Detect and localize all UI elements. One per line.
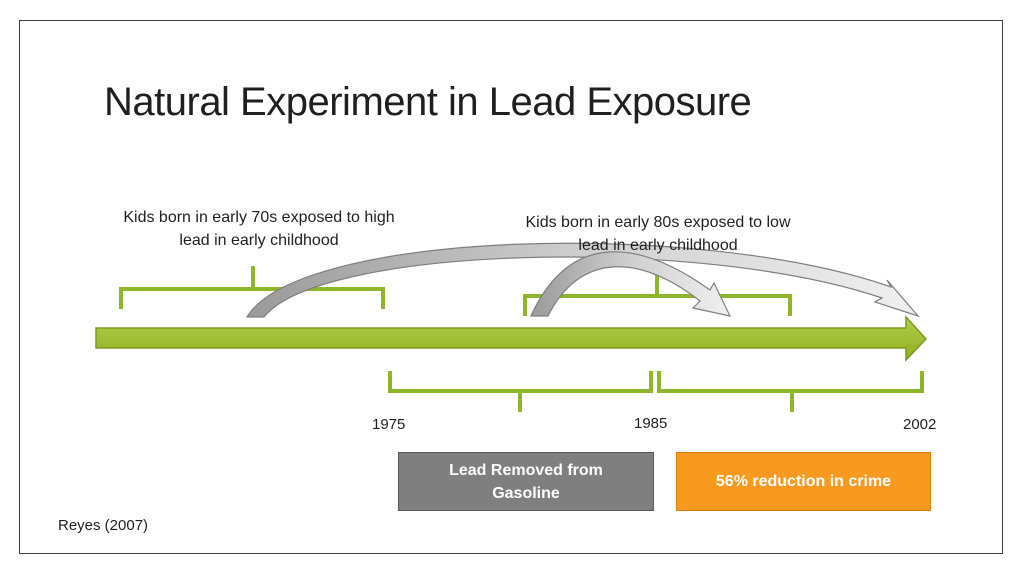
caption-early-70s: Kids born in early 70s exposed to high l… <box>123 209 395 249</box>
lead-removed-label: Lead Removed from Gasoline <box>449 461 603 502</box>
slide-title: Natural Experiment in Lead Exposure <box>104 80 752 124</box>
lead-removed-box: Lead Removed from Gasoline <box>398 452 654 511</box>
bracket-1975-1985 <box>388 371 653 412</box>
crime-reduction-box: 56% reduction in crime <box>676 452 931 511</box>
curved-arrow-70s-to-crime <box>245 242 920 318</box>
year-label-1985: 1985 <box>634 415 668 432</box>
year-label-1975: 1975 <box>372 416 406 433</box>
crime-reduction-label: 56% reduction in crime <box>715 473 892 490</box>
source-citation: Reyes (2007) <box>58 517 149 534</box>
caption-early-80s: Kids born in early 80s exposed to low le… <box>525 214 791 254</box>
timeline-arrow <box>95 315 928 362</box>
curved-arrow-80s-to-1985 <box>530 251 732 317</box>
bracket-1985-2002 <box>657 371 924 412</box>
bracket-early-70s <box>119 266 385 309</box>
year-label-2002: 2002 <box>903 416 937 433</box>
bracket-early-80s <box>523 275 792 316</box>
